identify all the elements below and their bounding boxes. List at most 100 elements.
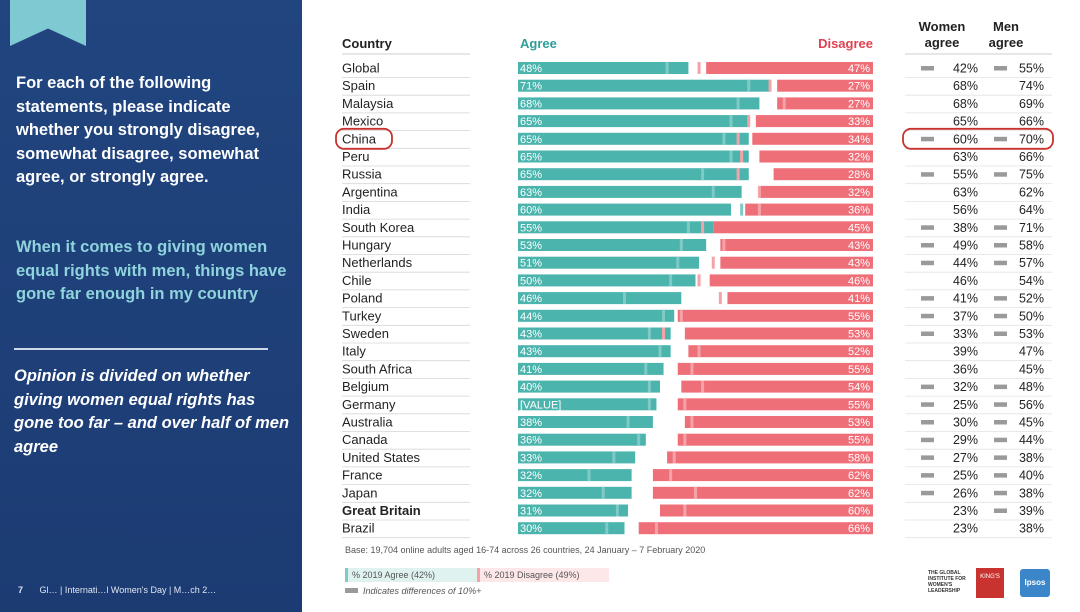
disagree-bar-spain — [777, 79, 873, 92]
men-diff-marker-australia — [994, 420, 1007, 425]
row-australia: Australia 38% 53% 30% 45% — [342, 415, 1052, 432]
agree-bar-peru — [518, 150, 749, 163]
disagree-label-china: 34% — [848, 134, 870, 146]
agree-2019-mark-hungary — [679, 239, 683, 251]
disagree-2019-mark-great-britain — [683, 504, 687, 517]
agree-2019-mark-great-britain — [615, 504, 619, 517]
disagree-2019-mark-spain — [768, 79, 772, 92]
women-agree-belgium: 32% — [953, 380, 978, 394]
men-agree-germany: 56% — [1019, 398, 1044, 412]
women-agree-canada: 29% — [953, 433, 978, 447]
disagree-bar-italy — [688, 345, 873, 358]
women-agree-brazil: 23% — [953, 522, 978, 536]
question-text: For each of the following statements, pl… — [16, 74, 260, 186]
country-label-belgium: Belgium — [342, 379, 389, 394]
disagree-2019-mark-italy — [697, 345, 701, 358]
row-canada: Canada 36% 55% 29% 44% — [342, 432, 1052, 450]
disagree-bar-sweden — [684, 327, 873, 340]
header-agree: Agree — [520, 36, 557, 51]
country-label-chile: Chile — [342, 273, 372, 288]
disagree-2019-mark-mexico — [747, 115, 751, 128]
disagree-label-argentina: 32% — [848, 187, 870, 199]
men-agree-global: 55% — [1019, 62, 1044, 76]
agree-label-peru: 65% — [520, 152, 542, 164]
row-great-britain: Great Britain 31% 60% 23% 39% — [342, 503, 1052, 521]
disagree-2019-mark-china — [736, 132, 740, 145]
men-agree-brazil: 38% — [1019, 522, 1044, 536]
disagree-bar-netherlands — [720, 256, 873, 269]
agree-label-italy: 43% — [520, 346, 542, 358]
disagree-bar-canada — [677, 433, 873, 446]
men-agree-china: 70% — [1019, 132, 1044, 146]
row-sweden: Sweden 43% 53% 33% 53% — [342, 326, 1052, 344]
agree-label-global: 48% — [520, 63, 542, 75]
disagree-label-global: 47% — [848, 63, 870, 75]
disagree-bar-australia — [684, 416, 873, 428]
legend-disagree-label: % 2019 Disagree (49%) — [484, 570, 580, 580]
agree-label-south-korea: 55% — [520, 222, 542, 234]
slide-footer: 7 Gl… | Internati…l Women's Day | M…ch 2… — [18, 585, 216, 595]
kings-logo: KING'S — [976, 568, 1004, 598]
disagree-2019-mark-peru — [740, 150, 744, 163]
row-spain: Spain 71% 27% 68% 74% — [342, 78, 1052, 96]
women-diff-marker-france — [921, 473, 934, 478]
women-diff-marker-belgium — [921, 384, 934, 390]
disagree-label-chile: 46% — [848, 275, 870, 287]
disagree-label-netherlands: 43% — [848, 258, 870, 270]
disagree-label-poland: 41% — [848, 293, 870, 305]
agree-label-india: 60% — [520, 205, 542, 217]
row-malaysia: Malaysia 68% 27% 68% 69% — [342, 96, 1052, 114]
header-women: Women — [919, 19, 966, 34]
women-agree-hungary: 49% — [953, 239, 978, 253]
legend-agree-label: % 2019 Agree (42%) — [352, 570, 435, 580]
disagree-bar-mexico — [755, 115, 873, 128]
disagree-bar-china — [752, 132, 873, 145]
women-agree-argentina: 63% — [953, 185, 978, 199]
women-diff-marker-australia — [921, 420, 934, 425]
row-hungary: Hungary 53% 43% 49% 58% — [342, 238, 1052, 255]
women-agree-australia: 30% — [953, 416, 978, 430]
agree-label-japan: 32% — [520, 488, 542, 500]
agree-bar-netherlands — [518, 256, 700, 269]
men-diff-marker-canada — [994, 437, 1007, 443]
left-panel: For each of the following statements, pl… — [0, 0, 302, 612]
disagree-2019-mark-belgium — [701, 380, 705, 393]
disagree-label-france: 62% — [848, 470, 870, 482]
row-france: France 32% 62% 25% 40% — [342, 468, 1052, 486]
men-diff-marker-turkey — [994, 313, 1007, 319]
agree-label-argentina: 63% — [520, 187, 542, 199]
men-agree-south-africa: 45% — [1019, 362, 1044, 376]
men-diff-marker-south-korea — [994, 225, 1007, 230]
women-diff-marker-turkey — [921, 313, 934, 319]
disagree-2019-mark-brazil — [654, 522, 658, 535]
women-agree-great-britain: 23% — [953, 504, 978, 518]
disagree-2019-mark-turkey — [679, 309, 683, 322]
agree-2019-mark-china — [722, 132, 726, 145]
women-agree-germany: 25% — [953, 398, 978, 412]
men-diff-marker-russia — [994, 172, 1007, 177]
disagree-bar-chile — [709, 274, 873, 287]
women-diff-marker-russia — [921, 172, 934, 177]
legend-marker-label: Indicates differences of 10%+ — [363, 586, 481, 596]
women-diff-marker-japan — [921, 490, 934, 496]
agree-2019-mark-chile — [669, 274, 673, 287]
agree-label-netherlands: 51% — [520, 258, 542, 270]
agree-label-south-africa: 41% — [520, 364, 542, 376]
row-poland: Poland 46% 41% 41% 52% — [342, 291, 1052, 309]
men-agree-peru: 66% — [1019, 150, 1044, 164]
agree-2019-mark-india — [740, 203, 744, 216]
men-agree-united-states: 38% — [1019, 451, 1044, 465]
disagree-2019-mark-argentina — [757, 185, 761, 198]
agree-bar-china — [518, 132, 749, 145]
agree-2019-mark-canada — [637, 433, 641, 446]
men-diff-marker-united-states — [994, 455, 1007, 460]
disagree-bar-brazil — [638, 522, 873, 535]
agree-label-malaysia: 68% — [520, 98, 542, 110]
row-united-states: United States 33% 58% 27% 38% — [342, 450, 1052, 468]
women-agree-south-korea: 38% — [953, 221, 978, 235]
agree-2019-mark-brazil — [605, 522, 609, 535]
agree-label-germany: [VALUE] — [520, 399, 561, 411]
disagree-label-australia: 53% — [848, 417, 870, 429]
